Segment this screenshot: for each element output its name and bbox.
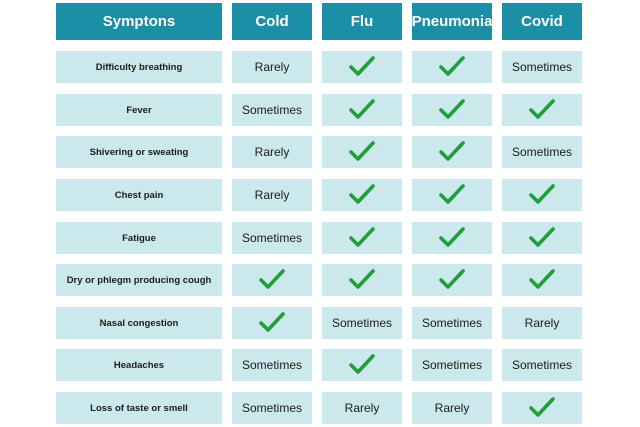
check-cell xyxy=(412,179,492,211)
check-cell xyxy=(412,222,492,254)
check-icon xyxy=(529,226,555,251)
frequency-cell: Rarely xyxy=(232,51,312,83)
column-header: Flu xyxy=(322,3,402,40)
frequency-cell: Sometimes xyxy=(502,51,582,83)
check-cell xyxy=(502,392,582,424)
check-icon xyxy=(349,268,375,293)
frequency-cell: Sometimes xyxy=(232,349,312,381)
check-cell xyxy=(412,136,492,168)
frequency-cell: Sometimes xyxy=(232,94,312,126)
symptom-label: Dry or phlegm producing cough xyxy=(56,264,222,296)
check-cell xyxy=(502,264,582,296)
check-icon xyxy=(529,396,555,421)
check-icon xyxy=(439,140,465,165)
check-icon xyxy=(439,55,465,80)
check-icon xyxy=(349,98,375,123)
column-header: Symptons xyxy=(56,3,222,40)
column-header: Cold xyxy=(232,3,312,40)
frequency-cell: Rarely xyxy=(412,392,492,424)
check-icon xyxy=(259,268,285,293)
check-cell xyxy=(322,264,402,296)
frequency-cell: Sometimes xyxy=(502,136,582,168)
frequency-cell: Rarely xyxy=(232,136,312,168)
check-icon xyxy=(439,226,465,251)
check-cell xyxy=(322,179,402,211)
check-icon xyxy=(439,268,465,293)
check-icon xyxy=(349,55,375,80)
check-icon xyxy=(529,98,555,123)
column-header: Covid xyxy=(502,3,582,40)
check-cell xyxy=(322,51,402,83)
check-icon xyxy=(529,268,555,293)
frequency-cell: Sometimes xyxy=(232,222,312,254)
check-cell xyxy=(232,307,312,339)
check-cell xyxy=(502,222,582,254)
check-icon xyxy=(349,353,375,378)
frequency-cell: Sometimes xyxy=(322,307,402,339)
symptom-label: Shivering or sweating xyxy=(56,136,222,168)
symptom-label: Chest pain xyxy=(56,179,222,211)
check-icon xyxy=(259,311,285,336)
column-header: Pneumonia xyxy=(412,3,492,40)
check-icon xyxy=(529,183,555,208)
frequency-cell: Sometimes xyxy=(232,392,312,424)
symptom-label: Fatigue xyxy=(56,222,222,254)
check-cell xyxy=(412,94,492,126)
check-cell xyxy=(322,94,402,126)
check-cell xyxy=(322,136,402,168)
check-cell xyxy=(502,179,582,211)
check-cell xyxy=(322,349,402,381)
check-cell xyxy=(412,51,492,83)
check-cell xyxy=(502,94,582,126)
check-cell xyxy=(232,264,312,296)
frequency-cell: Rarely xyxy=(322,392,402,424)
symptom-label: Difficulty breathing xyxy=(56,51,222,83)
frequency-cell: Sometimes xyxy=(502,349,582,381)
symptom-label: Headaches xyxy=(56,349,222,381)
check-icon xyxy=(439,98,465,123)
check-icon xyxy=(349,226,375,251)
symptom-label: Nasal congestion xyxy=(56,307,222,339)
symptom-label: Loss of taste or smell xyxy=(56,392,222,424)
check-cell xyxy=(412,264,492,296)
frequency-cell: Sometimes xyxy=(412,349,492,381)
check-icon xyxy=(349,140,375,165)
frequency-cell: Rarely xyxy=(502,307,582,339)
frequency-cell: Sometimes xyxy=(412,307,492,339)
symptom-label: Fever xyxy=(56,94,222,126)
check-icon xyxy=(349,183,375,208)
frequency-cell: Rarely xyxy=(232,179,312,211)
check-icon xyxy=(439,183,465,208)
check-cell xyxy=(322,222,402,254)
